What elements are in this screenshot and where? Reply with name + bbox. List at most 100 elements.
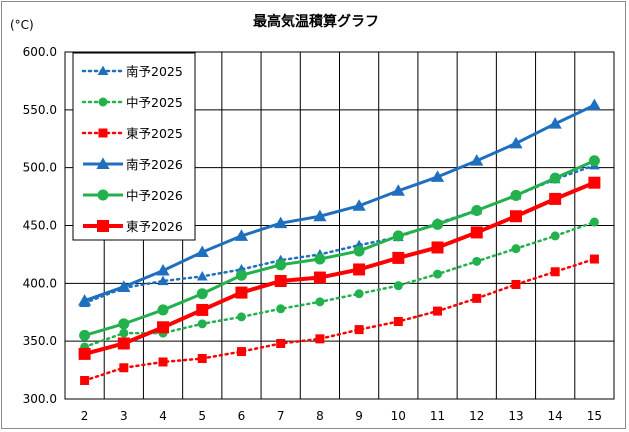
data-point [510, 189, 522, 201]
data-point [354, 289, 364, 299]
axis-labels: 300.0 350.0 400.0 450.0 500.0 550.0 600.0 2 3 4 5 6… [23, 45, 602, 423]
legend-box [72, 52, 196, 241]
data-point [470, 154, 484, 166]
x-tick-label: 9 [355, 409, 363, 423]
data-point [548, 117, 562, 129]
y-tick-label: 400.0 [23, 276, 57, 290]
data-point [313, 209, 327, 222]
data-point [195, 245, 209, 258]
y-tick-label: 350.0 [23, 334, 57, 348]
data-point [158, 357, 168, 367]
series-line [84, 103, 596, 303]
data-point [471, 204, 483, 216]
data-point [315, 334, 325, 344]
x-tick-label: 6 [238, 409, 246, 423]
data-point [78, 294, 92, 306]
legend-swatch-marker [98, 128, 108, 138]
data-point [196, 303, 209, 316]
series-group [78, 98, 601, 385]
y-tick-label: 300.0 [23, 392, 57, 406]
legend-item: 東予2026 [83, 219, 183, 234]
data-point [587, 98, 601, 111]
data-point [315, 297, 325, 307]
data-point [511, 279, 521, 289]
data-point [549, 172, 561, 184]
legend-item: 中予2025 [81, 95, 183, 110]
data-point [196, 270, 208, 281]
series-line [84, 159, 595, 337]
data-point [274, 275, 287, 288]
data-point [118, 318, 130, 330]
x-tick-label: 13 [508, 409, 523, 423]
data-point [276, 338, 286, 348]
data-point [119, 328, 129, 338]
data-point [509, 136, 523, 149]
legend-item: 東予2025 [81, 126, 183, 141]
data-point [353, 263, 366, 276]
x-tick-label: 15 [587, 409, 602, 423]
series-line [83, 257, 596, 382]
data-point [157, 304, 169, 316]
data-point [235, 286, 248, 299]
data-point [78, 347, 91, 360]
data-point [550, 231, 560, 241]
data-point [511, 244, 521, 254]
data-point [550, 267, 560, 277]
data-point [157, 275, 169, 286]
data-point [352, 199, 366, 211]
series-2 [80, 217, 599, 352]
y-tick-label: 600.0 [23, 45, 57, 59]
data-point [275, 259, 287, 271]
data-point [549, 192, 562, 205]
legend-label: 南予2026 [126, 157, 183, 172]
data-point [393, 281, 403, 291]
x-tick-label: 8 [316, 409, 324, 423]
y-tick-label: 500.0 [23, 161, 57, 175]
x-tick-label: 10 [391, 409, 406, 423]
legend-swatch-marker [98, 97, 108, 107]
legend-label: 南予2025 [126, 64, 183, 79]
data-point [472, 293, 482, 303]
data-point [509, 210, 522, 223]
data-point [589, 254, 599, 264]
data-point [354, 325, 364, 335]
legend-label: 東予2025 [126, 126, 183, 141]
data-point [119, 363, 129, 373]
legend-swatch-marker [97, 65, 109, 76]
data-point [276, 304, 286, 314]
legend-label: 中予2026 [126, 188, 183, 203]
data-point [80, 375, 90, 385]
data-point [472, 256, 482, 266]
data-point [157, 321, 170, 334]
x-tick-label: 12 [469, 409, 484, 423]
chart-title: 最高気温積算グラフ [253, 13, 379, 30]
y-axis-unit-label: (°C) [10, 18, 34, 32]
legend-label: 東予2026 [126, 219, 183, 234]
data-point [274, 216, 288, 229]
data-point [432, 218, 444, 230]
data-point [197, 354, 207, 364]
data-point [393, 317, 403, 327]
x-tick-label: 2 [81, 409, 89, 423]
x-tick-label: 3 [120, 409, 128, 423]
data-point [196, 288, 208, 300]
x-tick-label: 11 [430, 409, 445, 423]
y-tick-label: 450.0 [23, 219, 57, 233]
data-point [470, 226, 483, 239]
data-point [313, 271, 326, 284]
data-point [234, 229, 249, 241]
x-tick-label: 5 [198, 409, 206, 423]
x-tick-label: 4 [159, 409, 167, 423]
data-point [433, 269, 443, 279]
data-point [236, 347, 246, 357]
data-point [156, 264, 170, 276]
data-point [430, 170, 445, 182]
series-5 [79, 155, 600, 341]
x-tick-label: 14 [548, 409, 563, 423]
y-tick-label: 550.0 [23, 103, 57, 117]
legend-swatch-marker [96, 157, 110, 169]
data-point [236, 312, 246, 322]
data-point [353, 245, 365, 257]
